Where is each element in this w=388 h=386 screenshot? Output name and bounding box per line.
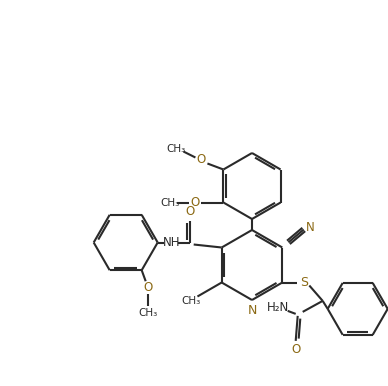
Text: CH₃: CH₃ bbox=[138, 308, 157, 318]
Text: H₂N: H₂N bbox=[267, 301, 289, 314]
Text: CH₃: CH₃ bbox=[182, 296, 201, 305]
Text: CH₃: CH₃ bbox=[167, 144, 186, 154]
Text: O: O bbox=[197, 153, 206, 166]
Text: O: O bbox=[185, 205, 194, 218]
Text: NH: NH bbox=[163, 236, 180, 249]
Text: O: O bbox=[143, 281, 152, 294]
Text: S: S bbox=[300, 276, 308, 289]
Text: N: N bbox=[247, 303, 257, 317]
Text: N: N bbox=[305, 221, 314, 234]
Text: O: O bbox=[291, 344, 300, 356]
Text: CH₃: CH₃ bbox=[161, 198, 180, 208]
Text: O: O bbox=[191, 196, 200, 209]
